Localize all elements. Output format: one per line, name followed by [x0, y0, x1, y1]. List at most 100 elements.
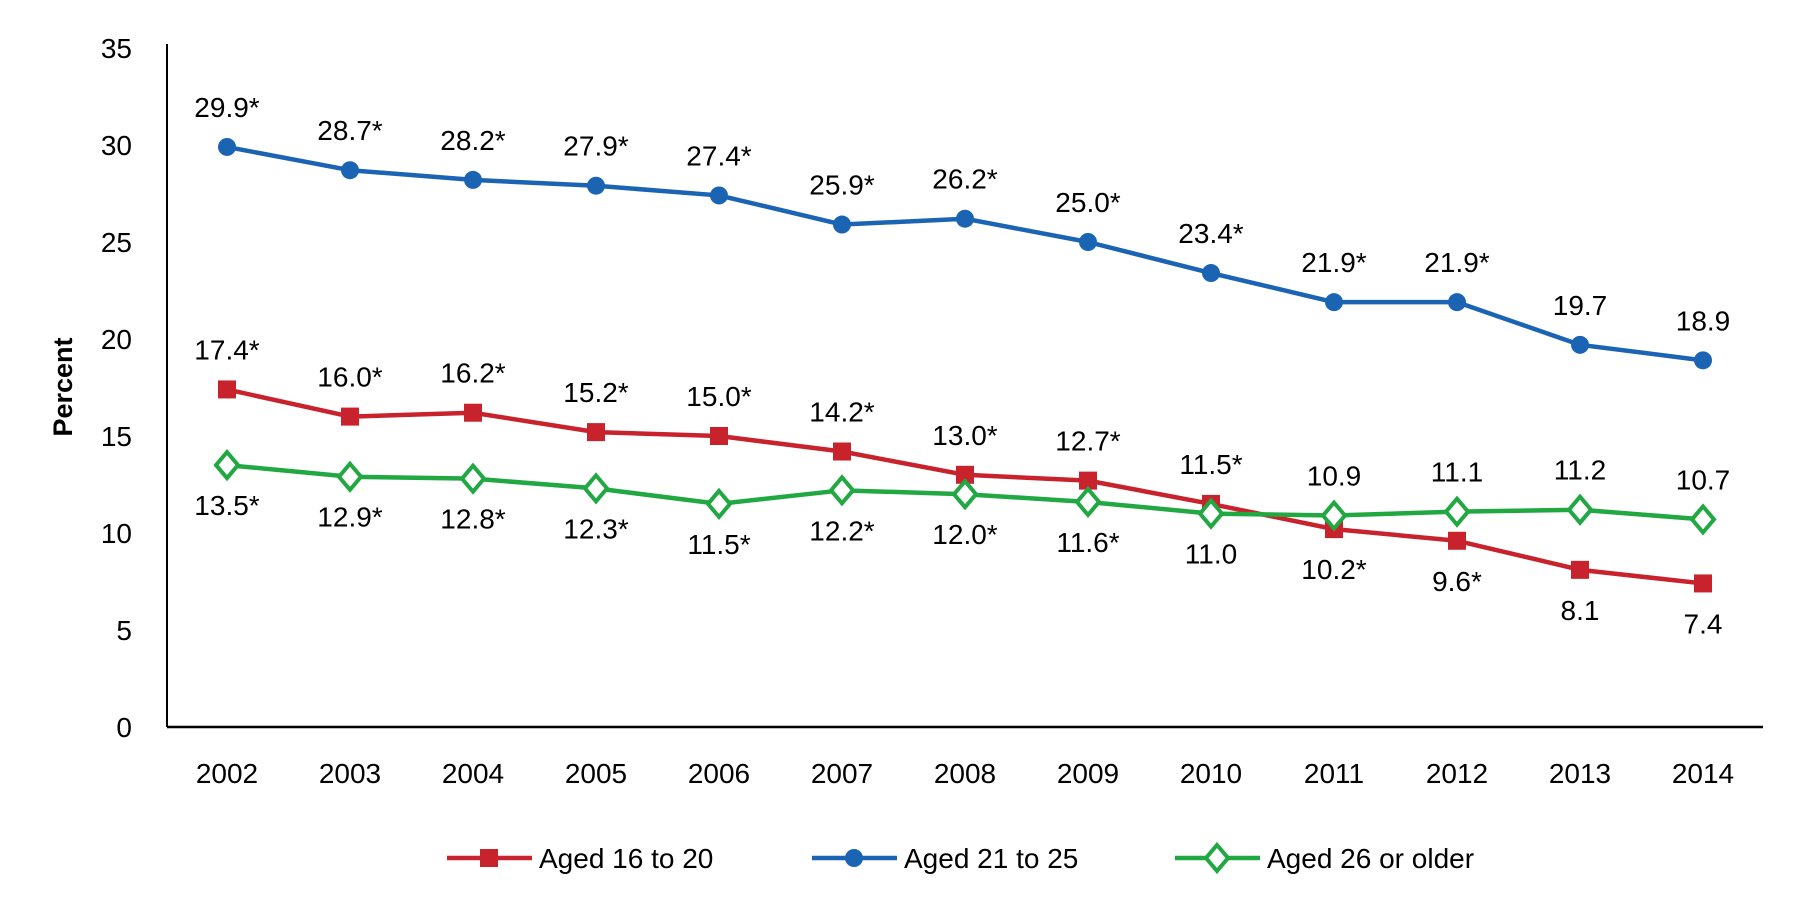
data-point-2	[1689, 503, 1717, 536]
data-point-2	[459, 462, 487, 495]
data-point-0	[1571, 560, 1589, 579]
x-tick-label: 2012	[1426, 758, 1488, 789]
data-label-0: 16.0*	[317, 362, 382, 393]
data-label-0: 10.2*	[1301, 554, 1366, 585]
data-label-0: 15.0*	[686, 381, 751, 412]
data-label-1: 27.4*	[686, 140, 751, 171]
series-group	[213, 137, 1717, 593]
data-point-1	[1571, 335, 1589, 354]
data-point-2	[951, 478, 979, 511]
data-point-0	[956, 465, 974, 484]
data-point-2	[1320, 499, 1348, 532]
data-label-0: 7.4	[1684, 608, 1723, 639]
data-point-2	[1443, 495, 1471, 528]
data-point-0	[341, 407, 359, 426]
data-point-1	[1325, 293, 1343, 312]
data-label-0: 12.7*	[1055, 426, 1120, 457]
legend-marker-1	[845, 849, 863, 867]
data-label-1: 19.7	[1553, 290, 1608, 321]
data-point-1	[833, 215, 851, 234]
data-point-1	[1079, 233, 1097, 251]
legend-label-1: Aged 21 to 25	[904, 843, 1078, 874]
data-point-1	[341, 161, 359, 180]
data-point-2	[828, 474, 856, 507]
data-label-1: 26.2*	[932, 164, 997, 195]
data-label-2: 10.9	[1307, 461, 1362, 492]
y-tick-label: 30	[101, 130, 132, 161]
x-tick-label: 2002	[196, 758, 258, 789]
data-point-0	[833, 442, 851, 461]
data-point-1	[1448, 293, 1466, 312]
x-tick-label: 2013	[1549, 758, 1611, 789]
data-point-1	[587, 176, 605, 195]
data-label-0: 11.5*	[1179, 449, 1242, 480]
data-label-0: 13.0*	[932, 420, 997, 451]
data-point-0	[710, 427, 728, 445]
legend-marker-0	[480, 849, 498, 867]
data-point-0	[587, 423, 605, 442]
data-point-2	[705, 487, 733, 520]
data-point-2	[1074, 485, 1102, 519]
data-label-1: 21.9*	[1424, 247, 1489, 278]
x-tick-label: 2007	[811, 758, 873, 789]
data-label-2: 12.2*	[809, 515, 874, 546]
data-point-0	[1448, 531, 1466, 550]
y-tick-label: 15	[101, 421, 132, 452]
data-label-2: 11.2	[1554, 455, 1606, 486]
data-label-1: 21.9*	[1301, 247, 1366, 278]
data-point-0	[218, 380, 236, 399]
data-label-1: 29.9*	[194, 92, 259, 123]
data-label-2: 11.0	[1185, 539, 1237, 570]
y-tick-label: 0	[116, 712, 132, 743]
data-point-2	[1197, 497, 1225, 530]
y-tick-label: 35	[101, 33, 132, 64]
legend-marker-2	[1203, 841, 1231, 875]
y-tick-label: 20	[101, 324, 132, 355]
y-tick-label: 25	[101, 227, 132, 258]
axes: 0 5 10 15 20 25 30 35 2002 2003 2004 2005 2006 2007 20…	[101, 33, 1763, 789]
data-label-0: 8.1	[1561, 595, 1600, 626]
data-label-2: 11.6*	[1056, 527, 1119, 558]
x-tick-label: 2014	[1672, 758, 1734, 789]
data-label-2: 13.5*	[194, 490, 259, 521]
data-label-1: 18.9	[1676, 305, 1731, 336]
legend-label-0: Aged 16 to 20	[539, 843, 713, 874]
legend-label-2: Aged 26 or older	[1267, 843, 1474, 874]
data-label-2: 12.9*	[317, 502, 382, 533]
data-label-2: 12.3*	[563, 513, 628, 544]
data-label-1: 25.0*	[1055, 187, 1120, 218]
data-label-2: 12.8*	[440, 504, 505, 535]
data-label-1: 27.9*	[563, 131, 628, 162]
data-point-1	[710, 186, 728, 205]
y-tick-label: 5	[116, 615, 132, 646]
data-label-0: 14.2*	[809, 397, 874, 428]
data-point-1	[218, 137, 236, 156]
data-label-0: 16.2*	[440, 358, 505, 389]
x-tick-label: 2008	[934, 758, 996, 789]
data-point-1	[1202, 264, 1220, 283]
x-tick-label: 2005	[565, 758, 627, 789]
data-point-2	[336, 460, 364, 493]
legend: Aged 16 to 20 Aged 21 to 25 Aged 26 or old…	[447, 841, 1474, 875]
data-label-2: 11.5*	[687, 529, 750, 560]
data-point-0	[464, 403, 482, 422]
data-label-2: 12.0*	[932, 519, 997, 550]
data-point-1	[464, 170, 482, 189]
data-point-2	[213, 449, 241, 482]
data-label-1: 23.4*	[1178, 218, 1243, 249]
data-label-1: 28.7*	[317, 115, 382, 146]
data-label-0: 17.4*	[194, 334, 259, 365]
data-label-0: 9.6*	[1432, 566, 1482, 597]
data-point-1	[1694, 351, 1712, 370]
data-label-2: 10.7	[1676, 464, 1731, 495]
data-point-2	[1566, 493, 1594, 526]
y-tick-label: 10	[101, 518, 132, 549]
data-labels: 17.4* 16.0* 16.2* 15.2* 15.0* 14.2* 13.0* 12.7*…	[194, 92, 1730, 640]
data-label-1: 25.9*	[809, 170, 874, 201]
data-point-0	[1079, 471, 1097, 490]
data-label-2: 11.1	[1431, 457, 1483, 488]
x-tick-label: 2004	[442, 758, 504, 789]
data-label-0: 15.2*	[563, 377, 628, 408]
y-axis-label: Percent	[48, 337, 78, 436]
